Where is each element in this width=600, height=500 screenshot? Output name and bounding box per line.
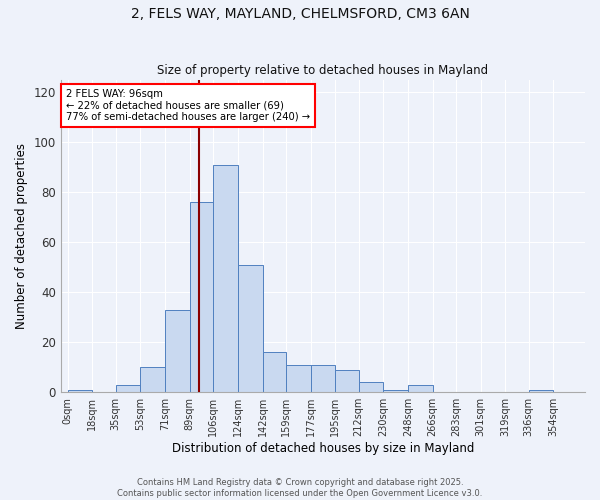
Bar	[116, 384, 140, 392]
Bar	[311, 364, 335, 392]
Bar	[165, 310, 190, 392]
Text: 2, FELS WAY, MAYLAND, CHELMSFORD, CM3 6AN: 2, FELS WAY, MAYLAND, CHELMSFORD, CM3 6A…	[131, 8, 469, 22]
Bar	[529, 390, 553, 392]
Bar	[68, 390, 92, 392]
Bar	[140, 367, 165, 392]
Bar	[383, 390, 408, 392]
Title: Size of property relative to detached houses in Mayland: Size of property relative to detached ho…	[157, 64, 488, 77]
Text: 2 FELS WAY: 96sqm
← 22% of detached houses are smaller (69)
77% of semi-detached: 2 FELS WAY: 96sqm ← 22% of detached hous…	[66, 89, 310, 122]
Bar	[335, 370, 359, 392]
Bar	[263, 352, 286, 392]
Bar	[238, 264, 263, 392]
Text: Contains HM Land Registry data © Crown copyright and database right 2025.
Contai: Contains HM Land Registry data © Crown c…	[118, 478, 482, 498]
Bar	[286, 364, 311, 392]
Bar	[359, 382, 383, 392]
Bar	[190, 202, 213, 392]
X-axis label: Distribution of detached houses by size in Mayland: Distribution of detached houses by size …	[172, 442, 474, 455]
Y-axis label: Number of detached properties: Number of detached properties	[15, 143, 28, 329]
Bar	[408, 384, 433, 392]
Bar	[213, 164, 238, 392]
